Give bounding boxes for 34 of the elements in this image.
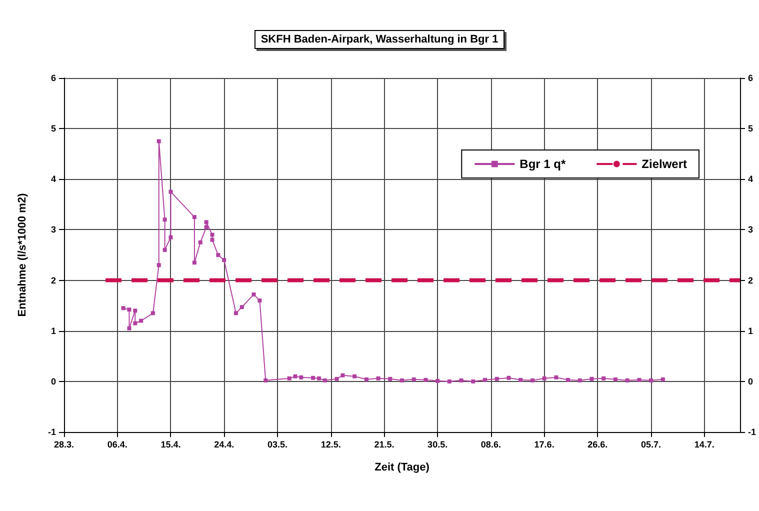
x-tick-label: 06.4. <box>107 440 128 450</box>
y2-tick-label: 1 <box>748 326 754 336</box>
x-tick-label: 08.6. <box>480 440 501 450</box>
y2-tick-label: 3 <box>748 224 754 235</box>
y-tick-label: 5 <box>50 124 56 134</box>
x-tick-label: 24.4. <box>214 440 234 450</box>
y-axis-title: Entnahme (l/s*1000 m2) <box>16 192 28 317</box>
y-tick-label: 3 <box>50 224 56 235</box>
y2-tick-label: -1 <box>748 427 756 437</box>
chart-title: SKFH Baden-Airpark, Wasserhaltung in Bgr 1 <box>260 34 498 46</box>
y2-tick-label: 0 <box>748 376 754 386</box>
x-tick-label: 12.5. <box>320 440 341 450</box>
x-tick-label: 14.7. <box>694 440 714 450</box>
y-tick-label: 4 <box>50 174 56 184</box>
y-tick-label: 1 <box>50 326 56 336</box>
y2-tick-label: 2 <box>748 275 754 286</box>
x-tick-label: 17.6. <box>534 440 554 450</box>
x-axis-title: Zeit (Tage) <box>374 462 430 474</box>
legend-label: Bgr 1 q* <box>520 157 566 171</box>
y2-tick-label: 6 <box>748 73 754 83</box>
y-tick-label: 2 <box>50 275 56 286</box>
y-tick-label: -1 <box>48 427 56 437</box>
x-tick-label: 28.3. <box>54 440 74 450</box>
y-tick-label: 6 <box>50 73 56 83</box>
y-tick-label: 0 <box>50 376 56 386</box>
x-tick-label: 26.6. <box>588 440 608 450</box>
y2-tick-label: 4 <box>748 174 754 184</box>
x-tick-label: 05.7. <box>641 440 662 450</box>
x-tick-label: 03.5. <box>267 440 288 450</box>
legend-label: Zielwert <box>642 157 688 171</box>
x-tick-label: 30.5. <box>428 440 448 450</box>
x-tick-label: 21.5. <box>374 440 394 450</box>
y2-tick-label: 5 <box>748 124 754 134</box>
x-tick-label: 15.4. <box>160 440 181 450</box>
